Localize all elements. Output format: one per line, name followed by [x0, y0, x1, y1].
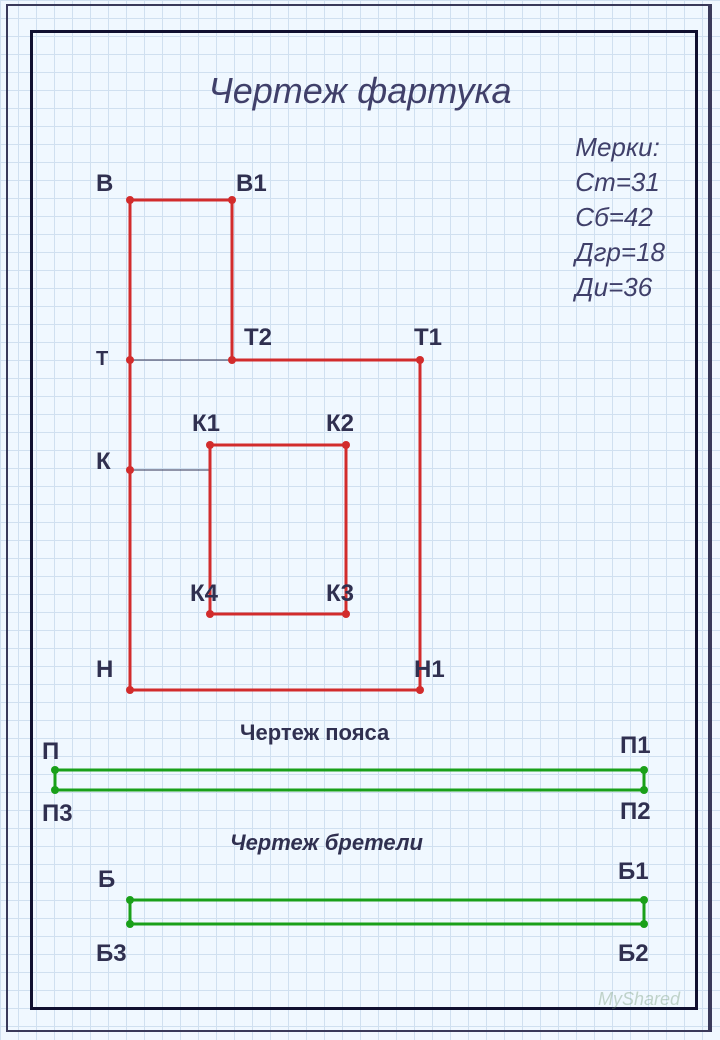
- point-В: [126, 196, 134, 204]
- point-Т: [126, 356, 134, 364]
- measures-line: Ст=31: [575, 165, 665, 200]
- point-Б2: [640, 920, 648, 928]
- label-П1: П1: [620, 732, 651, 760]
- measures-line: Сб=42: [575, 200, 665, 235]
- point-Б1: [640, 896, 648, 904]
- label-В1: В1: [236, 170, 267, 198]
- label-Т1: Т1: [414, 324, 442, 352]
- measures-block: Мерки: Ст=31 Сб=42 Дгр=18 Ди=36: [575, 130, 665, 305]
- label-Б1: Б1: [618, 858, 649, 886]
- label-Н1: Н1: [414, 656, 445, 684]
- label-К4: К4: [190, 580, 218, 608]
- page: Чертеж фартука Мерки: Ст=31 Сб=42 Дгр=18…: [0, 0, 720, 1040]
- label-П2: П2: [620, 798, 651, 826]
- belt-label: Чертеж пояса: [240, 720, 389, 746]
- label-П: П: [42, 738, 59, 766]
- point-Н1: [416, 686, 424, 694]
- label-К2: К2: [326, 410, 354, 438]
- point-П3: [51, 786, 59, 794]
- point-К1: [206, 441, 214, 449]
- measures-line: Ди=36: [575, 270, 665, 305]
- point-К2: [342, 441, 350, 449]
- point-Н: [126, 686, 134, 694]
- point-Т2: [228, 356, 236, 364]
- point-К4: [206, 610, 214, 618]
- point-Б: [126, 896, 134, 904]
- label-В: В: [96, 170, 113, 198]
- label-Б3: Б3: [96, 940, 127, 968]
- measures-line: Дгр=18: [575, 235, 665, 270]
- measures-heading: Мерки:: [575, 130, 665, 165]
- label-К: К: [96, 448, 111, 476]
- point-П2: [640, 786, 648, 794]
- label-Н: Н: [96, 656, 113, 684]
- point-К3: [342, 610, 350, 618]
- point-П: [51, 766, 59, 774]
- strap-label: Чертеж бретели: [230, 830, 423, 856]
- label-К1: К1: [192, 410, 220, 438]
- point-К: [126, 466, 134, 474]
- label-К3: К3: [326, 580, 354, 608]
- page-title: Чертеж фартука: [0, 70, 720, 112]
- label-Б2: Б2: [618, 940, 649, 968]
- point-П1: [640, 766, 648, 774]
- point-Б3: [126, 920, 134, 928]
- label-Б: Б: [98, 866, 115, 894]
- label-Т: Т: [96, 348, 108, 371]
- point-В1: [228, 196, 236, 204]
- watermark: MyShared: [598, 989, 680, 1010]
- label-П3: П3: [42, 800, 73, 828]
- label-Т2: Т2: [244, 324, 272, 352]
- point-Т1: [416, 356, 424, 364]
